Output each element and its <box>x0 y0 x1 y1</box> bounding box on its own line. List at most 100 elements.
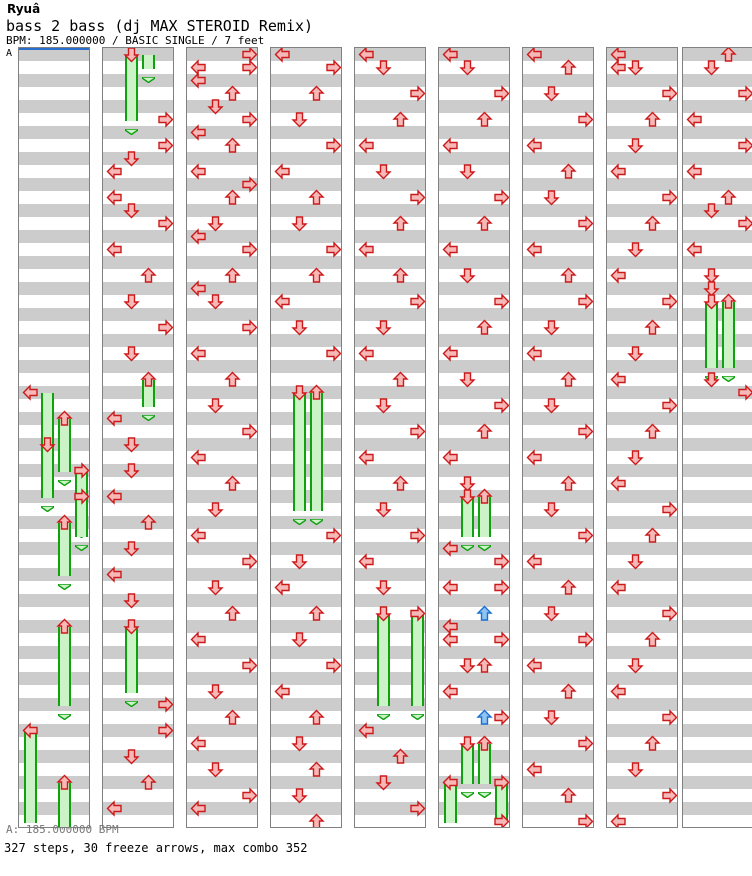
beat-row <box>355 815 425 827</box>
beat-row <box>355 100 425 113</box>
beat-row <box>683 386 752 399</box>
beat-row <box>103 87 173 100</box>
measure <box>103 464 173 516</box>
beat-row <box>103 386 173 399</box>
beat-row <box>187 165 257 178</box>
beat-row <box>439 776 509 789</box>
beat-row <box>607 399 677 412</box>
measure <box>523 204 593 256</box>
beat-row <box>103 581 173 594</box>
chart-column-8[interactable] <box>606 47 678 828</box>
beat-row <box>103 230 173 243</box>
beat-row <box>355 750 425 763</box>
beat-row <box>187 178 257 191</box>
chart-column-9[interactable] <box>682 47 752 828</box>
beat-row <box>355 48 425 61</box>
beat-row <box>523 477 593 490</box>
beat-row <box>103 490 173 503</box>
measure <box>271 620 341 672</box>
beat-row <box>607 282 677 295</box>
chart-column-1[interactable] <box>18 47 90 828</box>
measure <box>607 620 677 672</box>
measure <box>523 724 593 776</box>
beat-row <box>683 425 752 438</box>
beat-row <box>355 126 425 139</box>
beat-row <box>607 126 677 139</box>
beat-row <box>439 620 509 633</box>
beat-row <box>439 516 509 529</box>
beat-row <box>607 685 677 698</box>
beat-row <box>439 412 509 425</box>
beat-row <box>271 503 341 516</box>
beat-row <box>271 412 341 425</box>
beat-row <box>607 555 677 568</box>
beat-row <box>187 269 257 282</box>
beat-row <box>271 282 341 295</box>
measure <box>683 464 752 516</box>
step-stats-label: 327 steps, 30 freeze arrows, max combo 3… <box>4 841 308 855</box>
measure <box>271 308 341 360</box>
measure <box>19 464 89 516</box>
beat-row <box>523 594 593 607</box>
beat-row <box>103 217 173 230</box>
beat-row <box>523 412 593 425</box>
beat-row <box>103 672 173 685</box>
measure <box>523 568 593 620</box>
beat-row <box>187 386 257 399</box>
measure <box>103 204 173 256</box>
beat-row <box>355 763 425 776</box>
beat-row <box>103 269 173 282</box>
beat-row <box>523 542 593 555</box>
beat-row <box>355 269 425 282</box>
beat-row <box>271 711 341 724</box>
beat-row <box>271 373 341 386</box>
beat-row <box>19 789 89 802</box>
beat-row <box>683 204 752 217</box>
beat-row <box>439 607 509 620</box>
beat-row <box>187 477 257 490</box>
beat-row <box>683 217 752 230</box>
beat-row <box>523 178 593 191</box>
beat-row <box>439 61 509 74</box>
measure <box>103 412 173 464</box>
beat-row <box>355 438 425 451</box>
beat-row <box>523 581 593 594</box>
beat-row <box>607 516 677 529</box>
beat-row <box>19 802 89 815</box>
beat-row <box>19 698 89 711</box>
chart-column-2[interactable] <box>102 47 174 828</box>
measure <box>187 516 257 568</box>
beat-row <box>439 373 509 386</box>
beat-row <box>19 61 89 74</box>
beat-row <box>683 321 752 334</box>
chart-column-5[interactable] <box>354 47 426 828</box>
beat-row <box>607 646 677 659</box>
measure <box>19 412 89 464</box>
beat-row <box>439 711 509 724</box>
measure <box>187 256 257 308</box>
song-title: bass 2 bass (dj MAX STEROID Remix) <box>6 17 314 35</box>
chart-column-6[interactable] <box>438 47 510 828</box>
beat-row <box>607 243 677 256</box>
chart-column-7[interactable] <box>522 47 594 828</box>
beat-row <box>19 295 89 308</box>
measure <box>683 412 752 464</box>
beat-row <box>683 100 752 113</box>
beat-row <box>439 724 509 737</box>
beat-row <box>439 360 509 373</box>
beat-row <box>683 464 752 477</box>
beat-row <box>683 282 752 295</box>
beat-row <box>271 789 341 802</box>
beat-row <box>439 633 509 646</box>
beat-row <box>271 685 341 698</box>
beat-row <box>683 750 752 763</box>
beat-row <box>355 74 425 87</box>
beat-row <box>607 776 677 789</box>
beat-row <box>683 61 752 74</box>
chart-column-3[interactable] <box>186 47 258 828</box>
beat-row <box>607 789 677 802</box>
beat-row <box>523 243 593 256</box>
measure <box>187 776 257 827</box>
chart-column-4[interactable] <box>270 47 342 828</box>
beat-row <box>523 529 593 542</box>
